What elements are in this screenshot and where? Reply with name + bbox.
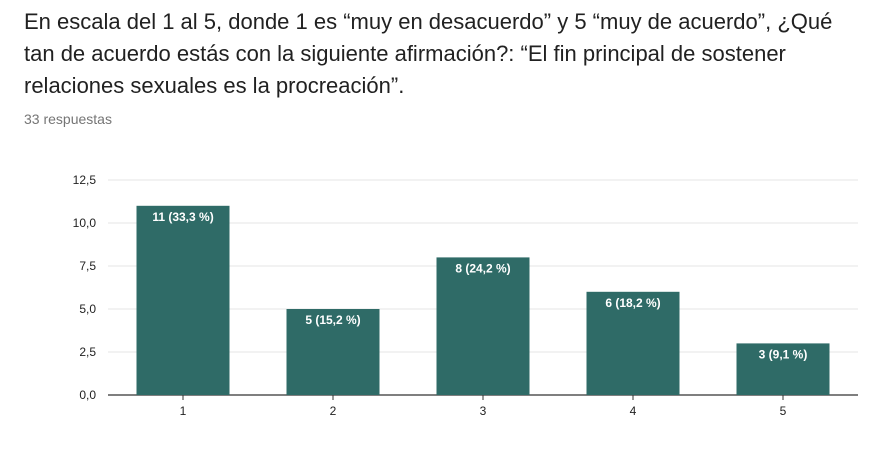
bar-1[interactable]: [136, 205, 230, 395]
responses-count: 33 respuestas: [24, 111, 112, 127]
bar-data-label: 3 (9,1 %): [759, 347, 808, 361]
y-tick-label: 7,5: [79, 259, 96, 273]
x-tick-label: 4: [630, 404, 637, 418]
y-tick-label: 10,0: [73, 216, 97, 230]
x-tick-label: 2: [330, 404, 337, 418]
bar-5[interactable]: [736, 343, 830, 395]
bar-data-label: 5 (15,2 %): [305, 313, 360, 327]
bar-2[interactable]: [286, 309, 380, 395]
x-tick-label: 3: [480, 404, 487, 418]
bar-data-label: 8 (24,2 %): [455, 261, 510, 275]
bar-data-labels: 11 (33,3 %) 5 (15,2 %) 8 (24,2 %) 6 (18,2 %…: [152, 210, 807, 362]
question-title: En escala del 1 al 5, donde 1 es “muy en…: [24, 9, 833, 98]
bar-3[interactable]: [436, 257, 530, 395]
x-tick-label: 1: [180, 404, 187, 418]
y-tick-label: 0,0: [79, 388, 96, 402]
x-tick-label: 5: [780, 404, 787, 418]
chart-bars: [136, 205, 830, 395]
y-tick-label: 2,5: [79, 345, 96, 359]
bar-data-label: 6 (18,2 %): [605, 296, 660, 310]
y-tick-label: 12,5: [73, 173, 97, 187]
bar-data-label: 11 (33,3 %): [152, 210, 213, 224]
x-axis-labels: 1 2 3 4 5: [180, 395, 787, 418]
y-axis-labels: 0,0 2,5 5,0 7,5 10,0 12,5: [73, 173, 97, 402]
y-tick-label: 5,0: [79, 302, 96, 316]
bar-4[interactable]: [586, 291, 680, 395]
